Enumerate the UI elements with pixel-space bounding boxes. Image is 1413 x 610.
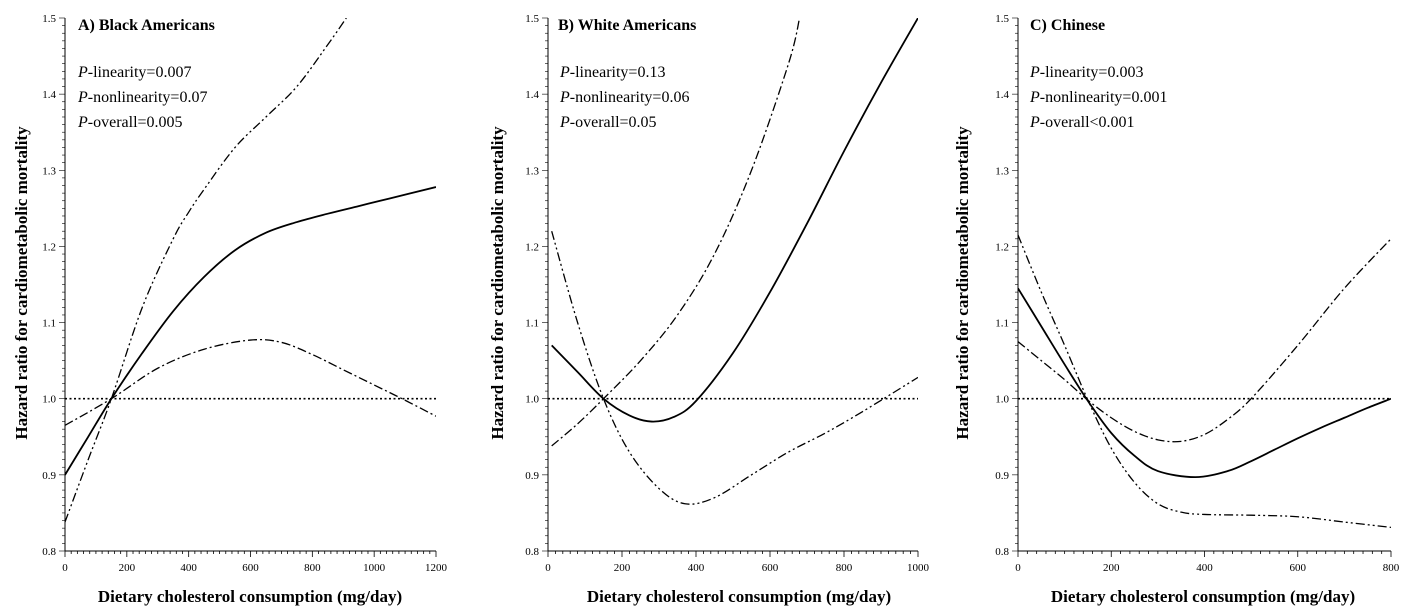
panel-a-y-tick-label: 1.0 xyxy=(42,394,56,406)
panel-c-stat-3-text: -overall<0.001 xyxy=(1040,114,1135,131)
panel-c-stat-3: P-overall<0.001 xyxy=(1029,114,1135,131)
panel-a-ylabel: Hazard ratio for cardiometabolic mortali… xyxy=(12,126,31,440)
panel-b-x-tick-label: 400 xyxy=(688,562,705,574)
panel-c-title: C) Chinese xyxy=(1030,17,1105,34)
panel-b-ylabel: Hazard ratio for cardiometabolic mortali… xyxy=(488,126,507,440)
panel-b-stat-2: P-nonlinearity=0.06 xyxy=(559,89,689,106)
panel-c-x-tick-label: 800 xyxy=(1383,562,1400,574)
panel-b-stat-2-p: P xyxy=(559,89,570,106)
panel-b-stat-2-text: -nonlinearity=0.06 xyxy=(570,89,690,106)
panel-a-stat-3-text: -overall=0.005 xyxy=(88,114,183,131)
panel-b-x-tick-label: 0 xyxy=(545,562,551,574)
panel-b-series-group xyxy=(551,18,918,505)
panel-a-x-tick-label: 1000 xyxy=(363,562,386,574)
panel-c-hazard-ratio-line xyxy=(1018,287,1391,479)
panel-c-stat-1-text: -linearity=0.003 xyxy=(1040,64,1144,81)
panel-a-y-tick-label: 1.4 xyxy=(42,89,56,101)
panel-b-y-tick-label: 0.8 xyxy=(525,546,539,558)
panel-b-y-tick-label: 1.0 xyxy=(525,394,539,406)
panel-a-ci-bound-line-alt xyxy=(65,18,347,523)
panel-c-xlabel: Dietary cholesterol consumption (mg/day) xyxy=(1051,587,1355,606)
panel-c-plot: 0 200 400 600 800 0.8 0.9 1.0 1.1 1.2 1.3 1.4 1.5 xyxy=(995,13,1400,574)
panel-a-stat-1-text: -linearity=0.007 xyxy=(88,64,192,81)
panel-a-stat-2-p: P xyxy=(77,89,88,106)
panel-a-stat-2: P-nonlinearity=0.07 xyxy=(77,89,207,106)
panel-b: Hazard ratio for cardiometabolic mortali… xyxy=(488,13,930,606)
panel-a-x-tick-label: 600 xyxy=(242,562,259,574)
panel-b-xlabel: Dietary cholesterol consumption (mg/day) xyxy=(587,587,891,606)
panel-c-y-tick-label: 1.1 xyxy=(995,318,1009,330)
panel-a-title: A) Black Americans xyxy=(78,17,215,34)
panel-a-plot: 0 200 400 600 800 1000 1200 0.8 0.9 1.0 1.1 1.2 1.3 1… xyxy=(42,13,447,574)
panel-b-x-tick-label: 600 xyxy=(762,562,779,574)
panel-a-x-tick-label: 800 xyxy=(304,562,321,574)
panel-b-stats: P-linearity=0.13 P-nonlinearity=0.06 P-o… xyxy=(559,64,689,131)
panel-b-y-tick-label: 1.4 xyxy=(525,89,539,101)
panel-b-ci-bound-line xyxy=(551,18,801,447)
panel-c-x-tick-label: 200 xyxy=(1103,562,1120,574)
panel-c-stat-3-p: P xyxy=(1029,114,1040,131)
panel-b-x-tick-label: 200 xyxy=(614,562,631,574)
panel-a-stat-3-p: P xyxy=(77,114,88,131)
panel-c-x-tick-label: 0 xyxy=(1015,562,1021,574)
panel-c-ci-bound-line xyxy=(1018,238,1391,443)
panel-c-x-tick-label: 600 xyxy=(1290,562,1307,574)
panel-b-title: B) White Americans xyxy=(558,17,696,34)
panel-a-y-tick-label: 1.3 xyxy=(42,165,56,177)
panel-c-y-tick-label: 1.0 xyxy=(995,394,1009,406)
panel-a-x-tick-label: 400 xyxy=(180,562,197,574)
panel-a-xlabel: Dietary cholesterol consumption (mg/day) xyxy=(98,587,402,606)
panel-a-x-tick-label: 200 xyxy=(119,562,136,574)
panel-a-stat-1-p: P xyxy=(77,64,88,81)
panel-a-stat-1: P-linearity=0.007 xyxy=(77,64,191,81)
panel-b-y-tick-label: 1.3 xyxy=(525,165,539,177)
panel-c-stat-2: P-nonlinearity=0.001 xyxy=(1029,89,1167,106)
panel-c-stat-1: P-linearity=0.003 xyxy=(1029,64,1143,81)
panel-b-stat-3: P-overall=0.05 xyxy=(559,114,657,131)
panel-a-stats: P-linearity=0.007 P-nonlinearity=0.07 P-… xyxy=(77,64,207,131)
panel-c-y-tick-label: 1.3 xyxy=(995,165,1009,177)
panel-b-y-tick-label: 1.2 xyxy=(525,241,539,253)
panel-b-y-tick-label: 1.1 xyxy=(525,318,539,330)
panel-b-plot: 0 200 400 600 800 1000 0.8 0.9 1.0 1.1 1.2 1.3 1.4 1.… xyxy=(525,13,929,574)
panel-b-stat-3-text: -overall=0.05 xyxy=(570,114,657,131)
panel-c-stat-2-text: -nonlinearity=0.001 xyxy=(1040,89,1168,106)
panel-c-stat-2-p: P xyxy=(1029,89,1040,106)
panel-a-y-tick-label: 0.9 xyxy=(42,470,56,482)
panel-a-ci-bound-line xyxy=(65,338,436,426)
panel-c-ylabel: Hazard ratio for cardiometabolic mortali… xyxy=(953,126,972,440)
panel-a-y-tick-label: 1.2 xyxy=(42,241,56,253)
panel-b-ci-bound-line-alt xyxy=(551,231,918,505)
panel-c-x-tick-label: 400 xyxy=(1196,562,1213,574)
panel-c-stats: P-linearity=0.003 P-nonlinearity=0.001 P… xyxy=(1029,64,1167,131)
panel-c-y-tick-label: 1.5 xyxy=(995,13,1009,25)
panel-a: Hazard ratio for cardiometabolic mortali… xyxy=(12,13,448,606)
panel-c-stat-1-p: P xyxy=(1029,64,1040,81)
panel-b-stat-1-p: P xyxy=(559,64,570,81)
panel-a-series-group xyxy=(65,18,436,523)
panel-c-y-tick-label: 1.2 xyxy=(995,241,1009,253)
panel-c: Hazard ratio for cardiometabolic mortali… xyxy=(953,13,1400,606)
panel-b-stat-1-text: -linearity=0.13 xyxy=(570,64,666,81)
panel-a-stat-3: P-overall=0.005 xyxy=(77,114,183,131)
panel-c-y-tick-label: 1.4 xyxy=(995,89,1009,101)
panel-a-y-tick-label: 0.8 xyxy=(42,546,56,558)
panel-a-y-tick-label: 1.1 xyxy=(42,318,56,330)
panel-c-y-tick-label: 0.8 xyxy=(995,546,1009,558)
panel-c-ci-bound-line-alt xyxy=(1018,234,1391,529)
panel-b-x-tick-label: 800 xyxy=(836,562,853,574)
panel-a-stat-2-text: -nonlinearity=0.07 xyxy=(88,89,208,106)
panel-a-x-tick-label: 1200 xyxy=(425,562,448,574)
panel-a-y-tick-label: 1.5 xyxy=(42,13,56,25)
panel-b-x-tick-label: 1000 xyxy=(907,562,930,574)
panel-b-stat-3-p: P xyxy=(559,114,570,131)
panel-b-y-tick-label: 0.9 xyxy=(525,470,539,482)
panel-a-x-tick-label: 0 xyxy=(62,562,68,574)
panel-b-y-tick-label: 1.5 xyxy=(525,13,539,25)
panel-c-series-group xyxy=(1018,234,1391,529)
panel-a-hazard-ratio-line xyxy=(65,186,436,476)
panel-c-y-tick-label: 0.9 xyxy=(995,470,1009,482)
panel-b-stat-1: P-linearity=0.13 xyxy=(559,64,665,81)
